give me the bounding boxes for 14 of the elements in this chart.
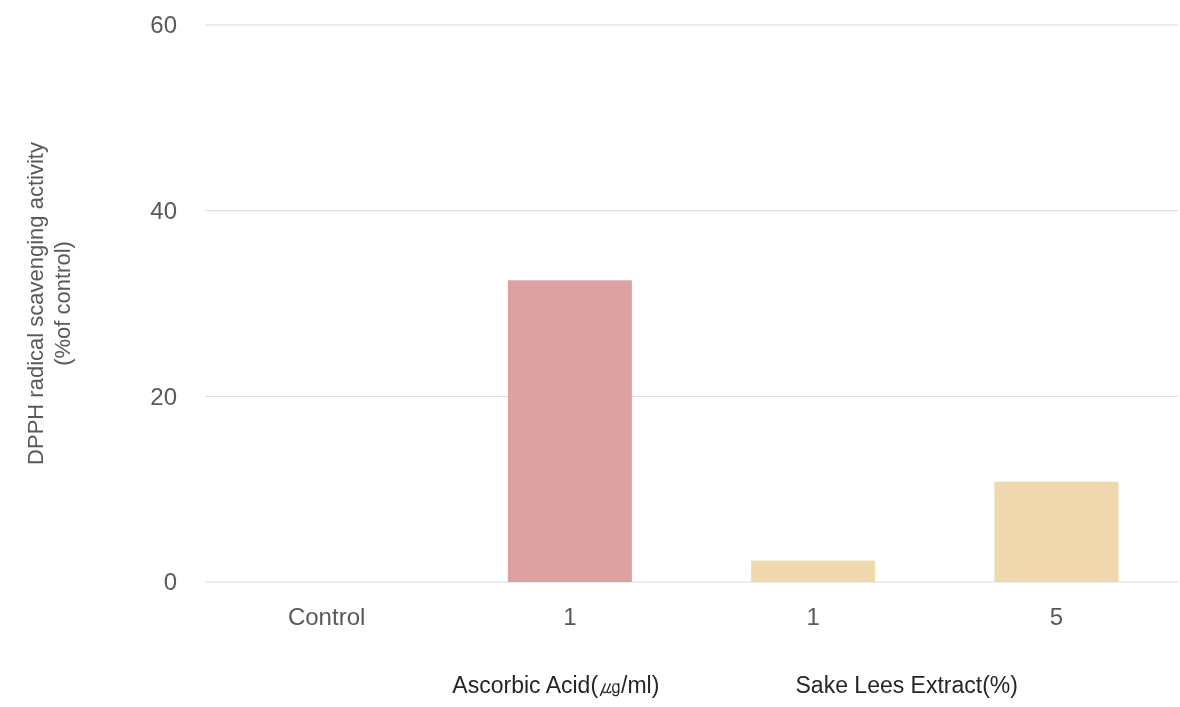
bar [994,481,1119,582]
y-tick-label: 20 [150,382,177,410]
x-tick-label: 5 [1049,603,1064,631]
bar [507,280,632,582]
x-tick-label: Control [287,603,366,631]
bar [751,560,876,582]
y-axis-title: DPPH radical scavenging activity (%of control) [23,142,75,465]
text: Sake Lees Extract(%) [795,672,1018,698]
x-tick-label: 1 [806,603,820,631]
y-tick-label: 40 [150,196,177,224]
y-tick-label: 0 [163,568,177,596]
text: Ascorbic Acid(㎍/ml) [452,672,660,698]
x-tick-label: 1 [563,603,577,631]
y-tick-label: 60 [150,11,177,39]
